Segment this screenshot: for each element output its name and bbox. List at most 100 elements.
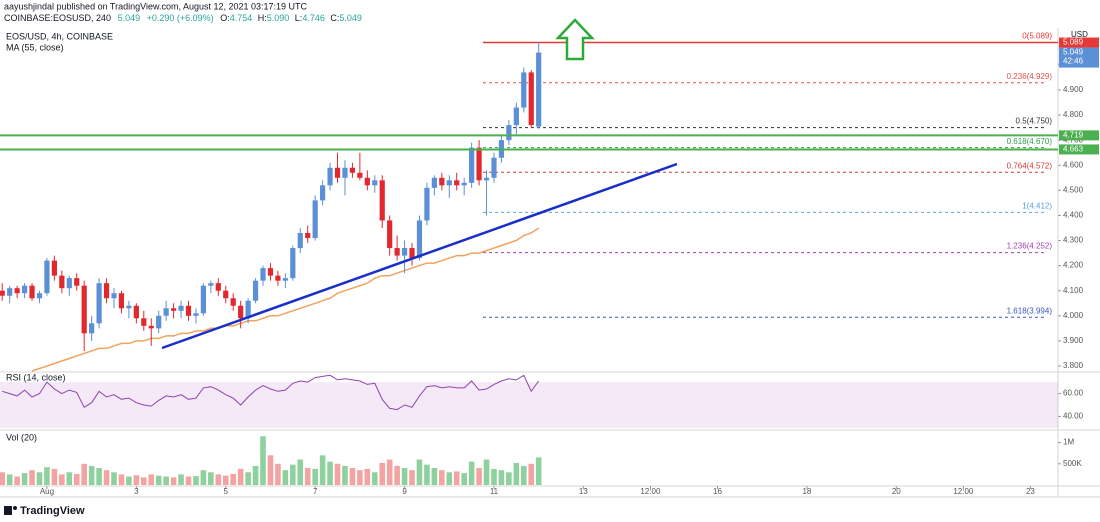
volume-bar [140, 477, 147, 485]
volume-bar [506, 472, 512, 485]
volume-bar [44, 467, 50, 485]
symbol-line: COINBASE:EOSUSD, 240 5.049 +0.290 (+6.09… [4, 13, 362, 23]
volume-bar [267, 455, 274, 485]
y-tick-label: 3.800 [1063, 361, 1084, 370]
volume-bar [178, 474, 184, 485]
volume-bar [439, 470, 445, 485]
candle-body [7, 288, 13, 296]
candle-body [267, 268, 274, 276]
volume-bar [6, 474, 13, 485]
volume-bar [66, 472, 73, 485]
y-tick-label: 4.900 [1063, 85, 1084, 94]
candle-body [424, 187, 430, 221]
volume-bar [319, 455, 326, 485]
candle-body [275, 275, 281, 281]
volume-bar [51, 468, 58, 485]
candle-body [476, 147, 482, 181]
volume-bar [275, 463, 281, 485]
volume-bar [371, 472, 378, 485]
volume-bar [401, 468, 408, 485]
volume-bar [59, 474, 65, 485]
volume-bar [200, 470, 207, 485]
volume-bar [133, 475, 140, 485]
candle-body [401, 248, 408, 256]
candle-body [238, 305, 244, 319]
candle-body [312, 200, 318, 239]
candle-body [290, 248, 296, 279]
volume-bar [245, 472, 251, 485]
volume-bar [29, 470, 35, 485]
candle-body [327, 167, 333, 186]
candle-body [446, 180, 452, 186]
volume-bar [386, 459, 393, 485]
candle-body [342, 167, 348, 178]
volume-bar [461, 473, 467, 485]
y-tick-label: 4.400 [1063, 211, 1084, 220]
y-tick-label: 4.300 [1063, 236, 1084, 245]
rsi-legend: RSI (14, close) [6, 372, 66, 382]
fib-label: 0.764(4.572) [1007, 161, 1053, 170]
volume-bar [327, 461, 333, 485]
volume-bar [446, 472, 453, 485]
volume-bar [96, 468, 102, 485]
candle-body [260, 268, 266, 281]
volume-bar [118, 474, 125, 485]
y-tick-label: 4.000 [1063, 311, 1084, 320]
volume-bar [520, 465, 527, 485]
x-tick-label: 11 [490, 487, 499, 496]
author-line: aayushjindal published on TradingView.co… [4, 1, 308, 11]
volume-bar [342, 465, 348, 485]
candle-body [454, 180, 460, 186]
volume-bar [81, 463, 87, 485]
volume-bar [453, 471, 460, 485]
fib-label: 1(4.412) [1022, 202, 1052, 211]
ma-line [31, 227, 540, 372]
fib-label: 1.618(3.994) [1007, 306, 1053, 315]
brand: TradingView [20, 505, 85, 517]
volume-bar [476, 468, 482, 485]
logo-mark [4, 506, 12, 515]
candle-body [14, 288, 20, 294]
x-tick-label: 9 [402, 487, 407, 496]
price-marker [1059, 144, 1099, 155]
candle-body [223, 290, 229, 299]
volume-bar [237, 468, 244, 485]
candle-body [44, 260, 50, 294]
volume-bar [126, 476, 132, 485]
volume-bar [215, 474, 222, 485]
plot-layer: 3.800 3.900 4.000 4.100 4.200 4.300 4.400 4.500… [0, 32, 1099, 496]
rsi-tick-label: 40.00 [1063, 412, 1084, 421]
candle-body [111, 293, 117, 299]
volume-bar [483, 459, 490, 485]
candle-body [528, 72, 534, 126]
fib-label: 0.618(4.670) [1007, 137, 1053, 146]
volume-bar [111, 472, 117, 485]
rsi-tick-label: 60.00 [1063, 389, 1084, 398]
x-tick-label: 12:00 [953, 487, 974, 496]
y-tick-label: 4.100 [1063, 286, 1084, 295]
candle-body [193, 313, 199, 316]
logo-mark [13, 506, 17, 510]
fib-label: 0.5(4.750) [1016, 117, 1053, 126]
footer-logo: TradingView [4, 505, 85, 517]
candle-body [74, 278, 80, 286]
x-tick-label: Aug [40, 487, 54, 496]
candle-body [156, 315, 162, 329]
x-tick-label: 5 [224, 487, 229, 496]
fib-label: 0.236(4.929) [1007, 72, 1053, 81]
ohlc-key: H: [258, 13, 267, 23]
x-tick-label: 7 [313, 487, 318, 496]
candle-body [387, 220, 393, 249]
candle-body [118, 293, 125, 309]
candle-body [297, 232, 303, 249]
candle-body [163, 308, 169, 316]
candle-body [394, 248, 400, 256]
volume-bar [185, 476, 192, 485]
candle-body [305, 232, 311, 239]
candle-body [133, 305, 139, 319]
candle-body [29, 285, 35, 299]
volume-bar [498, 470, 505, 485]
